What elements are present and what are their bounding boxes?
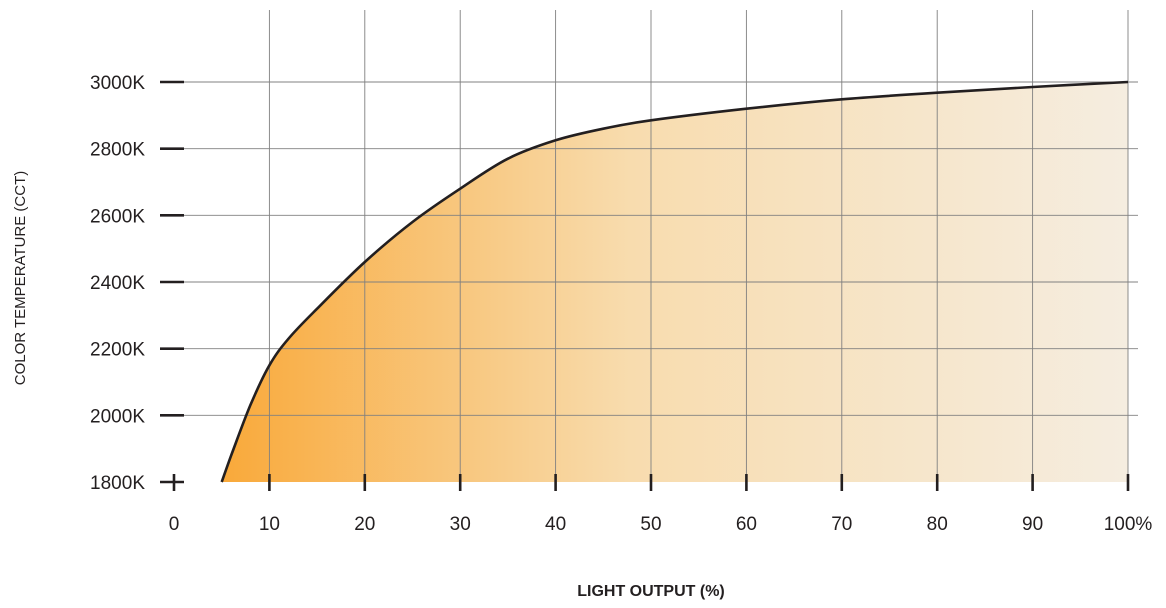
x-tick-label: 60 [736,514,757,535]
y-axis-tick-labels: 1800K 2000K 2200K 2400K 2600K 2800K 3000K [90,73,145,494]
x-axis-title: LIGHT OUTPUT (%) [577,583,725,600]
y-tick-label: 3000K [90,73,145,94]
x-axis-ticks [268,474,1130,491]
x-tick-label: 40 [545,514,566,535]
x-tick-label: 20 [354,514,375,535]
grid [174,10,1138,482]
x-axis-tick-labels: 0 10 20 30 40 50 60 70 80 90 100% [169,514,1153,535]
x-tick-label: 0 [169,514,180,535]
y-axis-title: COLOR TEMPERATURE (CCT) [12,171,29,385]
y-tick-label: 2000K [90,406,145,427]
x-tick-label: 80 [927,514,948,535]
series-line [220,80,1129,483]
x-tick-label: 50 [640,514,661,535]
y-tick-label: 2200K [90,340,145,361]
x-tick-label: 70 [831,514,852,535]
x-tick-label: 30 [450,514,471,535]
x-tick-label: 10 [259,514,280,535]
x-tick-label: 100% [1104,514,1153,535]
y-tick-label: 2600K [90,206,145,227]
y-axis-ticks [160,80,184,491]
y-tick-label: 2400K [90,273,145,294]
y-tick-label: 2800K [90,140,145,161]
x-tick-label: 90 [1022,514,1043,535]
y-tick-label: 1800K [90,473,145,494]
